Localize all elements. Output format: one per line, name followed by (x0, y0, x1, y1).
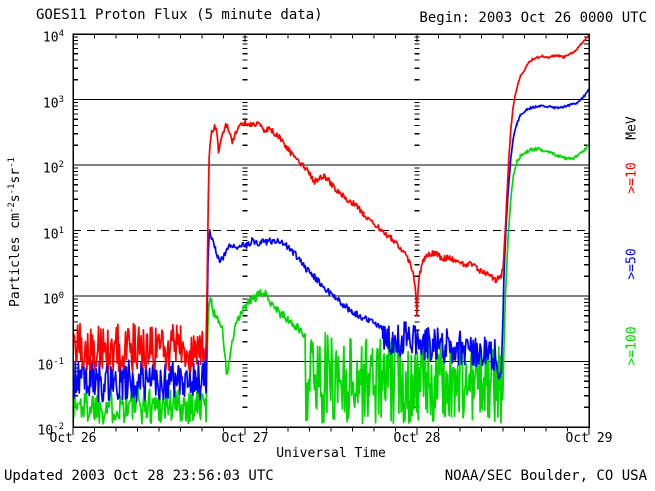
y-tick-label: 10-1 (37, 356, 65, 373)
x-tick-label: Oct 27 (221, 431, 269, 446)
flux-curves (73, 34, 589, 425)
y-tick-label: 102 (42, 160, 64, 177)
y-axis-title-exp: -1 (6, 183, 17, 195)
gridlines (73, 98, 589, 363)
x-tick-label: Oct 26 (49, 431, 97, 446)
series-curve--100-mev (73, 144, 589, 425)
legend-unit-mev: MeV (624, 116, 640, 140)
y-tick-label: 101 (42, 225, 64, 242)
legend-item-ge50: >=50 (624, 248, 640, 280)
y-tick-label: 10-2 (37, 422, 65, 439)
chart-title: GOES11 Proton Flux (5 minute data) (36, 7, 323, 23)
x-tick-label: Oct 29 (565, 431, 613, 446)
x-axis-title: Universal Time (276, 446, 386, 461)
y-tick-label: 100 (42, 291, 64, 308)
series-curve--10-mev (73, 34, 589, 373)
legend-item-ge100: >=100 (624, 326, 640, 366)
y-tick-label: 103 (42, 94, 64, 111)
footer-credit: NOAA/SEC Boulder, CO USA (444, 468, 647, 484)
y-axis-title-exp: -2 (6, 202, 17, 214)
x-tick-label: Oct 28 (393, 431, 441, 446)
y-axis-title-text: s (8, 194, 24, 203)
legend-item-ge10: >=10 (624, 162, 640, 194)
y-tick-label: 104 (42, 29, 64, 46)
footer-updated-timestamp: Updated 2003 Oct 28 23:56:03 UTC (4, 468, 274, 484)
plot-frame (72, 33, 590, 428)
begin-timestamp: Begin: 2003 Oct 26 0000 UTC (419, 10, 647, 26)
